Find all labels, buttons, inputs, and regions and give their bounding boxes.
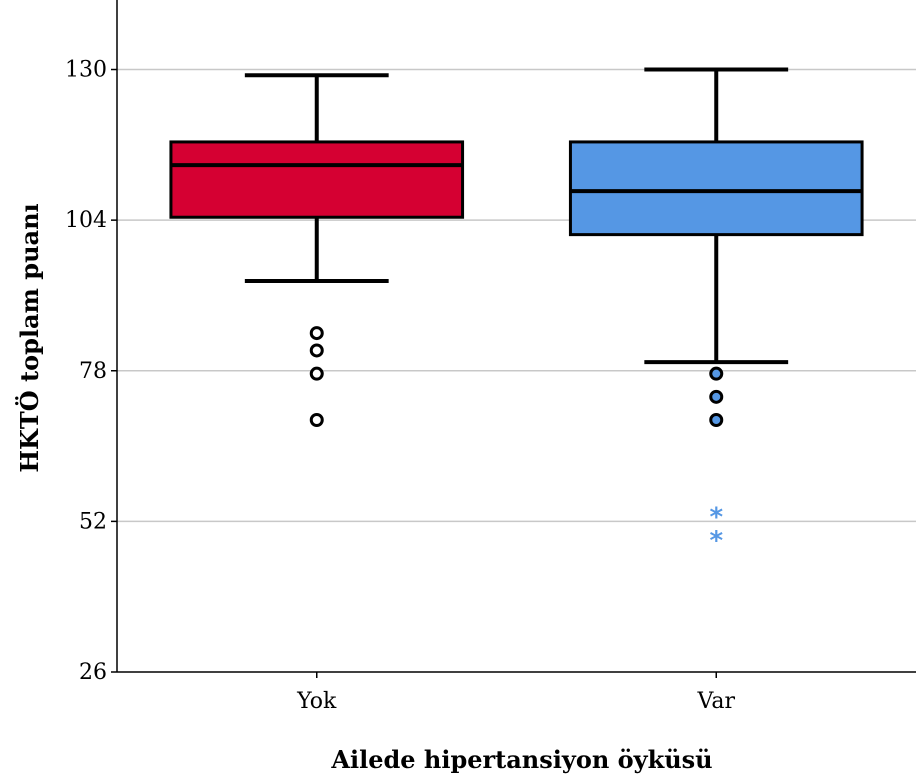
x-tick-label: Yok — [296, 689, 337, 714]
x-axis-title: Ailede hipertansiyon öyküsü — [330, 745, 712, 774]
y-axis-title: HKTÖ toplam puanı — [15, 203, 44, 472]
box-group-yok — [169, 73, 465, 427]
gridlines — [117, 68, 916, 523]
iqr-box — [568, 140, 864, 237]
y-tick-label: 26 — [79, 660, 107, 685]
outlier-point — [309, 413, 324, 427]
extreme-point: * — [709, 503, 723, 533]
outlier-point — [309, 343, 324, 358]
extreme-point: * — [709, 526, 723, 556]
outlier-point — [309, 326, 324, 341]
x-tick-label: Var — [696, 689, 735, 714]
y-tick-labels: 26 52 78 104 130 — [65, 58, 117, 685]
y-tick-label: 52 — [79, 509, 107, 534]
iqr-box — [169, 140, 465, 219]
box-group-var: ** — [568, 67, 864, 556]
outlier-point — [709, 413, 724, 427]
boxes: ** — [169, 67, 864, 556]
x-tick-labels: Yok Var — [296, 672, 735, 714]
outlier-point — [709, 366, 724, 381]
plot-axes — [116, 0, 916, 673]
y-tick-label: 104 — [65, 208, 107, 233]
outlier-point — [709, 389, 724, 404]
y-tick-label: 130 — [65, 58, 107, 83]
y-tick-label: 78 — [79, 359, 107, 384]
outlier-point — [309, 366, 324, 381]
